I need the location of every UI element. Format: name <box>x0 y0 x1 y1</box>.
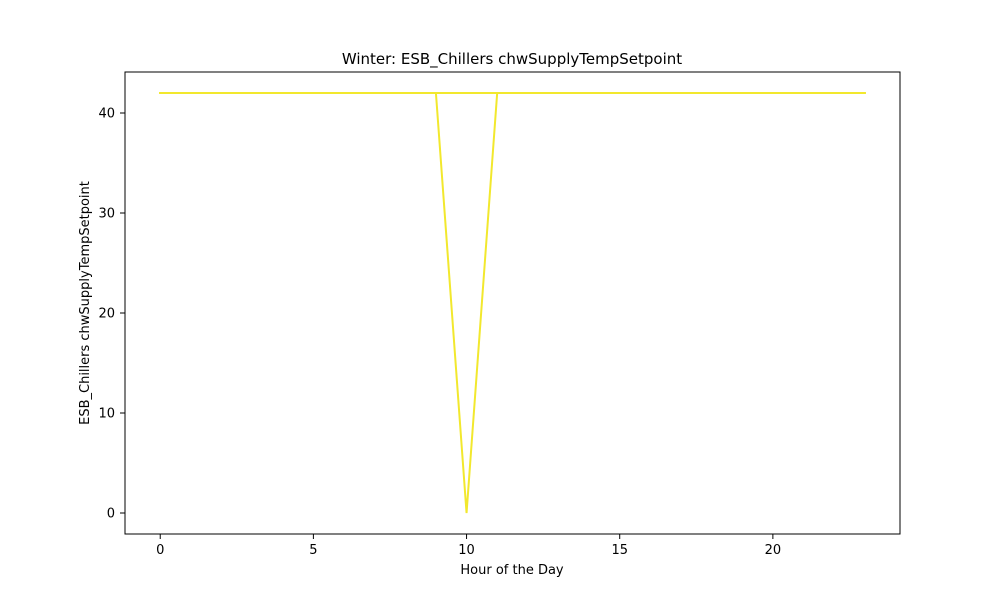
x-axis-label: Hour of the Day <box>460 563 564 578</box>
x-axis: 0 5 10 15 20 <box>156 534 781 558</box>
y-axis-label: ESB_Chillers chwSupplyTempSetpoint <box>78 181 93 425</box>
y-tick-label: 10 <box>98 407 115 422</box>
x-tick-label: 0 <box>156 543 164 558</box>
y-tick-label: 40 <box>98 107 115 122</box>
y-tick-label: 20 <box>98 307 115 322</box>
series-layer <box>159 92 866 514</box>
plot-frame <box>124 71 901 535</box>
series-line-3 <box>159 92 866 514</box>
y-tick-label: 30 <box>98 207 115 222</box>
x-tick-label: 10 <box>458 543 475 558</box>
x-tick-label: 20 <box>765 543 782 558</box>
y-tick-label: 0 <box>107 507 115 522</box>
y-axis: 0 10 20 30 40 <box>98 107 125 522</box>
chart-title: Winter: ESB_Chillers chwSupplyTempSetpoi… <box>342 50 682 69</box>
x-tick-label: 15 <box>611 543 628 558</box>
x-tick-label: 5 <box>309 543 317 558</box>
